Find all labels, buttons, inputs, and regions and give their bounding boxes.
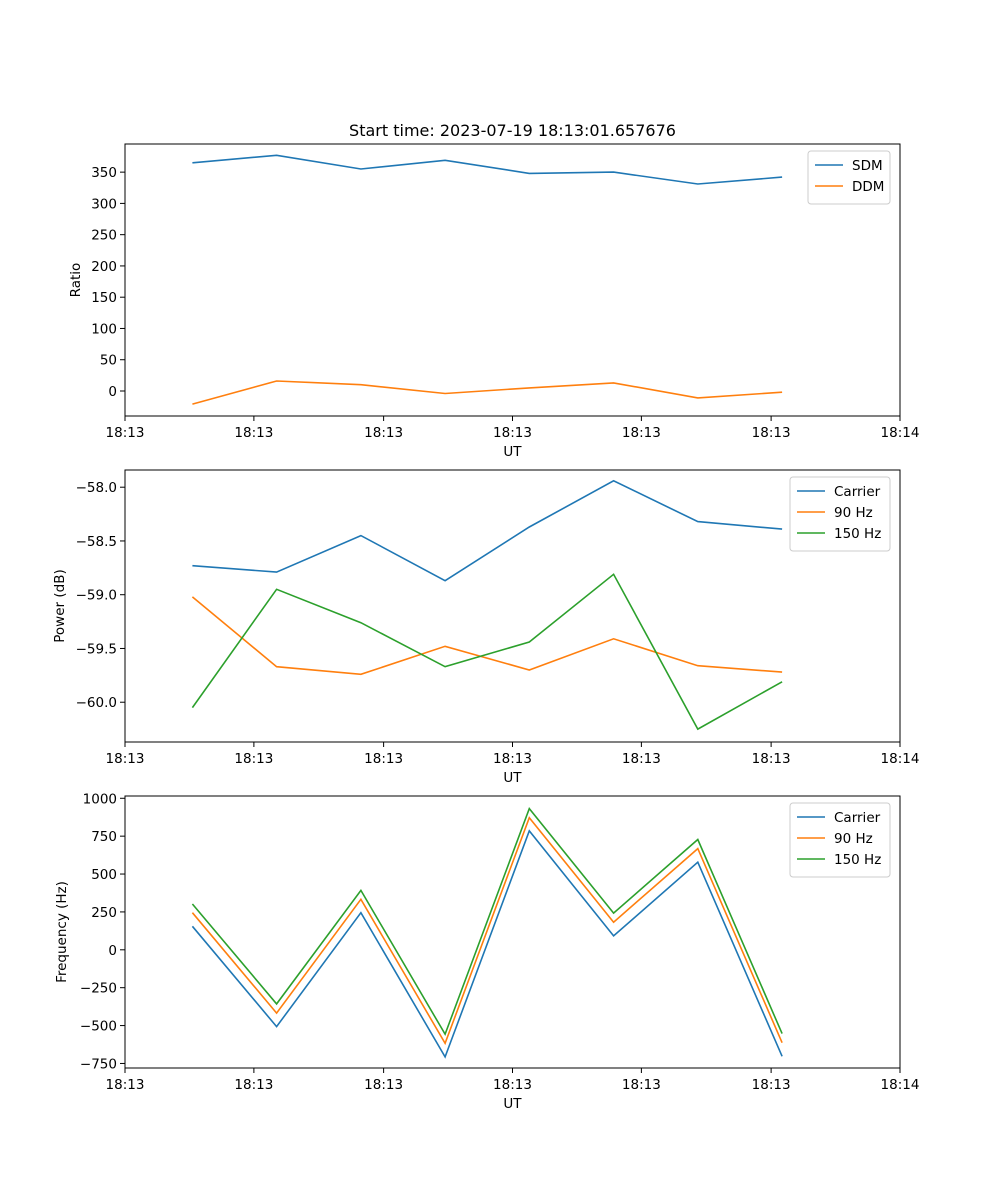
x-tick-label: 18:13 xyxy=(493,425,532,441)
x-axis-label: UT xyxy=(503,444,522,460)
x-tick-label: 18:13 xyxy=(622,425,661,441)
y-tick-label: −500 xyxy=(80,1019,117,1035)
x-tick-label: 18:13 xyxy=(364,425,403,441)
x-tick-label: 18:13 xyxy=(234,1077,273,1093)
y-axis-label: Power (dB) xyxy=(52,569,68,642)
x-axis-label: UT xyxy=(503,1096,522,1112)
y-tick-label: 50 xyxy=(100,353,117,369)
x-tick-label: 18:13 xyxy=(752,751,791,767)
y-tick-label: 0 xyxy=(108,943,117,959)
legend-label-150-hz: 150 Hz xyxy=(834,526,881,542)
legend: Carrier 90 Hz 150 Hz xyxy=(789,802,891,878)
x-tick-label: 18:13 xyxy=(106,1077,145,1093)
y-tick-label: 250 xyxy=(91,905,117,921)
plot-frame xyxy=(124,795,901,1069)
series-line-150-hz xyxy=(191,807,783,1037)
legend-label-carrier: Carrier xyxy=(834,810,881,826)
legend-label-ddm: DDM xyxy=(852,179,884,195)
plot-frame xyxy=(124,469,901,743)
x-tick-label: 18:14 xyxy=(881,751,920,767)
x-tick-label: 18:13 xyxy=(493,1077,532,1093)
legend: SDM DDM xyxy=(807,150,891,205)
x-tick-label: 18:13 xyxy=(106,425,145,441)
y-tick-label: 350 xyxy=(91,165,117,181)
x-axis-label: UT xyxy=(503,770,522,786)
y-tick-label: −59.5 xyxy=(76,641,117,657)
x-tick-label: 18:13 xyxy=(493,751,532,767)
y-tick-label: 500 xyxy=(91,867,117,883)
x-tick-label: 18:14 xyxy=(881,425,920,441)
legend-label-150-hz: 150 Hz xyxy=(834,852,881,868)
series-line-carrier xyxy=(192,479,783,582)
y-tick-label: 150 xyxy=(91,290,117,306)
series-line-90-hz xyxy=(191,596,783,676)
y-tick-label: 100 xyxy=(91,321,117,337)
legend: Carrier 90 Hz 150 Hz xyxy=(789,476,891,552)
legend-label-sdm: SDM xyxy=(852,158,883,174)
x-tick-label: 18:13 xyxy=(106,751,145,767)
y-tick-label: −59.0 xyxy=(76,588,117,604)
x-tick-label: 18:13 xyxy=(752,425,791,441)
y-tick-label: 300 xyxy=(91,196,117,212)
y-tick-label: −750 xyxy=(80,1056,117,1072)
chart-title: Start time: 2023-07-19 18:13:01.657676 xyxy=(349,121,676,140)
y-tick-label: −250 xyxy=(80,981,117,997)
y-tick-label: 200 xyxy=(91,259,117,275)
plot-frame xyxy=(124,143,901,417)
x-tick-label: 18:13 xyxy=(234,425,273,441)
series-line-ddm xyxy=(192,380,783,405)
legend-label-carrier: Carrier xyxy=(834,484,881,500)
ratio-panel: Start time: 2023-07-19 18:13:01.657676 18… xyxy=(68,121,919,460)
series-line-carrier xyxy=(191,829,783,1059)
legend-label-90-hz: 90 Hz xyxy=(834,831,873,847)
x-tick-label: 18:13 xyxy=(622,1077,661,1093)
x-tick-label: 18:13 xyxy=(364,751,403,767)
y-tick-label: 0 xyxy=(108,384,117,400)
y-tick-label: 250 xyxy=(91,228,117,244)
y-tick-label: −58.5 xyxy=(76,534,117,550)
x-tick-label: 18:13 xyxy=(752,1077,791,1093)
y-tick-label: 750 xyxy=(91,829,117,845)
x-tick-label: 18:14 xyxy=(881,1077,920,1093)
y-tick-label: 1000 xyxy=(83,791,117,807)
y-tick-label: −58.0 xyxy=(76,480,117,496)
legend-label-90-hz: 90 Hz xyxy=(834,505,873,521)
x-tick-label: 18:13 xyxy=(622,751,661,767)
frequency-panel: 18:13 18:13 18:13 18:13 18:13 18:13 18:14 −750 −… xyxy=(54,791,919,1112)
x-tick-label: 18:13 xyxy=(234,751,273,767)
y-axis-label: Ratio xyxy=(68,263,84,298)
y-tick-label: −60.0 xyxy=(76,695,117,711)
series-line-90-hz xyxy=(191,816,783,1046)
series-line-150-hz xyxy=(191,573,783,731)
y-axis-label: Frequency (Hz) xyxy=(54,881,70,983)
power-panel: 18:13 18:13 18:13 18:13 18:13 18:13 18:14 −60.0… xyxy=(52,469,920,786)
x-tick-label: 18:13 xyxy=(364,1077,403,1093)
series-line-sdm xyxy=(192,154,783,185)
